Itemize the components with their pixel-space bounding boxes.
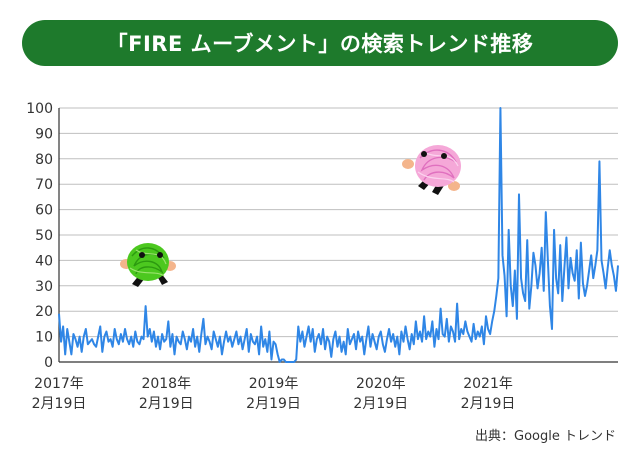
y-tick-label: 40 — [35, 253, 53, 269]
chart-title-banner: 「FIRE ムーブメント」の検索トレンド推移 — [22, 20, 618, 66]
x-tick-label-date: 2月19日 — [139, 396, 194, 412]
x-tick-label-year: 2020年 — [356, 376, 406, 392]
source-credit: 出典：Google トレンド — [475, 429, 616, 444]
pink-mascot-icon — [402, 145, 461, 195]
x-tick-label-year: 2018年 — [141, 376, 191, 392]
chart-title: 「FIRE ムーブメント」の検索トレンド推移 — [106, 32, 534, 56]
series-layer — [58, 107, 619, 363]
y-tick-label: 10 — [35, 330, 53, 346]
y-tick-label: 60 — [35, 203, 53, 219]
y-tick-label: 90 — [35, 126, 53, 142]
x-tick-label-date: 2月19日 — [461, 396, 516, 412]
gridlines — [59, 107, 618, 338]
y-tick-label: 100 — [26, 101, 53, 117]
y-tick-label: 50 — [35, 228, 53, 244]
x-tick-label-year: 2017年 — [34, 376, 84, 392]
x-tick-label-year: 2021年 — [463, 376, 513, 392]
y-tick-label: 20 — [35, 304, 53, 320]
y-axis-labels: 0 10 20 30 40 50 60 70 80 90 100 — [26, 101, 53, 371]
y-tick-label: 0 — [44, 355, 53, 371]
x-tick-label-year: 2019年 — [249, 376, 299, 392]
y-tick-label: 30 — [35, 279, 53, 295]
y-tick-label: 80 — [35, 152, 53, 168]
series-line — [58, 107, 619, 363]
green-mascot-icon — [120, 243, 176, 287]
y-tick-label: 70 — [35, 177, 53, 193]
x-axis-labels: 2017年 2月19日 2018年 2月19日 2019年 2月19日 2020年 2月19日… — [32, 376, 516, 412]
x-tick-label-date: 2月19日 — [32, 396, 87, 412]
x-tick-label-date: 2月19日 — [246, 396, 301, 412]
x-tick-label-date: 2月19日 — [353, 396, 408, 412]
